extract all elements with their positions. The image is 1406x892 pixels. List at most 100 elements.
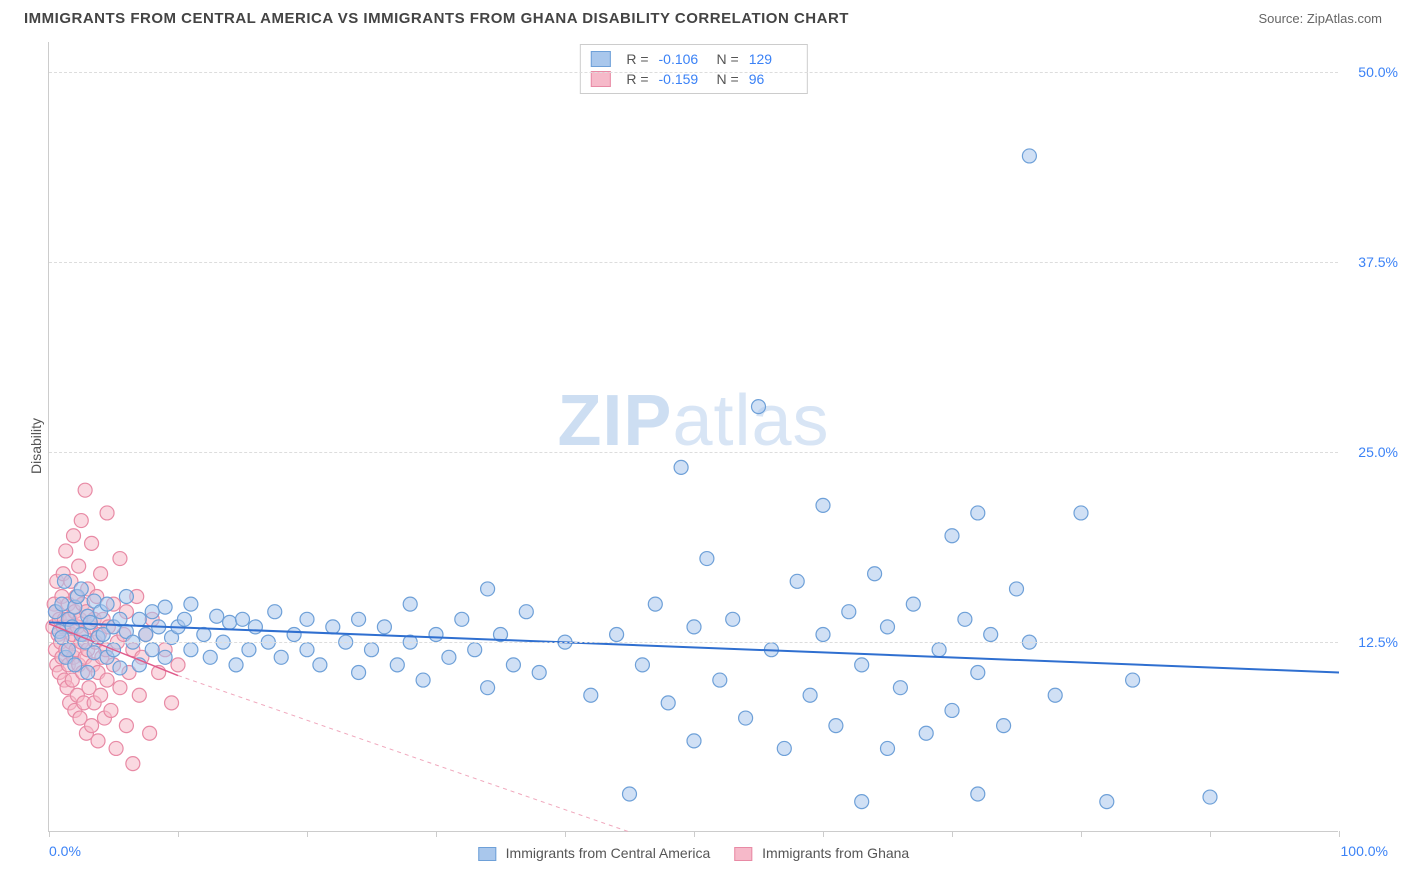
bottom-legend: Immigrants from Central America Immigran… (478, 845, 909, 861)
y-tick-label: 37.5% (1348, 254, 1398, 270)
plot-area: ZIPatlas R = -0.106 N = 129 R = -0.159 N… (48, 42, 1338, 832)
data-point (248, 620, 262, 634)
data-point (726, 612, 740, 626)
data-point (100, 673, 114, 687)
gridline (49, 452, 1338, 453)
data-point (229, 658, 243, 672)
data-point (165, 696, 179, 710)
data-point (61, 643, 75, 657)
x-tick (49, 831, 50, 837)
data-point (958, 612, 972, 626)
data-point (739, 711, 753, 725)
data-point (945, 529, 959, 543)
data-point (81, 665, 95, 679)
data-point (648, 597, 662, 611)
n-value-1: 129 (749, 51, 797, 67)
data-point (997, 719, 1011, 733)
data-point (687, 734, 701, 748)
data-point (171, 658, 185, 672)
data-point (300, 643, 314, 657)
data-point (365, 643, 379, 657)
data-point (919, 726, 933, 740)
data-point (352, 665, 366, 679)
n-label-1: N = (717, 51, 739, 67)
x-tick (307, 831, 308, 837)
trend-line-extension (178, 676, 630, 832)
data-point (455, 612, 469, 626)
data-point (532, 665, 546, 679)
data-point (184, 643, 198, 657)
stats-row-series-1: R = -0.106 N = 129 (590, 49, 796, 69)
data-point (790, 574, 804, 588)
data-point (113, 552, 127, 566)
gridline (49, 262, 1338, 263)
data-point (893, 681, 907, 695)
data-point (842, 605, 856, 619)
y-tick-label: 12.5% (1348, 634, 1398, 650)
data-point (610, 628, 624, 642)
data-point (829, 719, 843, 733)
data-point (519, 605, 533, 619)
data-point (109, 741, 123, 755)
x-axis-max-label: 100.0% (1341, 843, 1388, 859)
data-point (713, 673, 727, 687)
data-point (906, 597, 920, 611)
data-point (1048, 688, 1062, 702)
data-point (197, 628, 211, 642)
data-point (881, 620, 895, 634)
data-point (971, 506, 985, 520)
data-point (971, 787, 985, 801)
data-point (584, 688, 598, 702)
x-axis-min-label: 0.0% (49, 843, 81, 859)
data-point (139, 628, 153, 642)
data-point (390, 658, 404, 672)
data-point (481, 681, 495, 695)
data-point (158, 650, 172, 664)
data-point (481, 582, 495, 596)
r-label-1: R = (626, 51, 648, 67)
swatch-series-2-icon (590, 71, 610, 87)
data-point (145, 643, 159, 657)
stats-legend-box: R = -0.106 N = 129 R = -0.159 N = 96 (579, 44, 807, 94)
data-point (85, 719, 99, 733)
data-point (119, 719, 133, 733)
data-point (242, 643, 256, 657)
data-point (506, 658, 520, 672)
chart-svg (49, 42, 1338, 831)
data-point (984, 628, 998, 642)
legend-swatch-1-icon (478, 847, 496, 861)
n-value-2: 96 (749, 71, 797, 87)
data-point (100, 506, 114, 520)
x-tick (178, 831, 179, 837)
data-point (203, 650, 217, 664)
data-point (855, 658, 869, 672)
chart-title: IMMIGRANTS FROM CENTRAL AMERICA VS IMMIG… (24, 10, 849, 27)
legend-item-2: Immigrants from Ghana (734, 845, 909, 861)
data-point (932, 643, 946, 657)
y-tick-label: 50.0% (1348, 64, 1398, 80)
data-point (403, 597, 417, 611)
data-point (74, 514, 88, 528)
x-tick (1210, 831, 1211, 837)
swatch-series-1-icon (590, 51, 610, 67)
data-point (313, 658, 327, 672)
r-label-2: R = (626, 71, 648, 87)
data-point (945, 703, 959, 717)
data-point (94, 567, 108, 581)
x-tick (952, 831, 953, 837)
data-point (119, 590, 133, 604)
data-point (274, 650, 288, 664)
data-point (287, 628, 301, 642)
data-point (72, 559, 86, 573)
data-point (1074, 506, 1088, 520)
data-point (442, 650, 456, 664)
data-point (223, 615, 237, 629)
x-tick (565, 831, 566, 837)
data-point (236, 612, 250, 626)
data-point (113, 681, 127, 695)
data-point (700, 552, 714, 566)
data-point (623, 787, 637, 801)
data-point (113, 661, 127, 675)
data-point (132, 612, 146, 626)
data-point (868, 567, 882, 581)
